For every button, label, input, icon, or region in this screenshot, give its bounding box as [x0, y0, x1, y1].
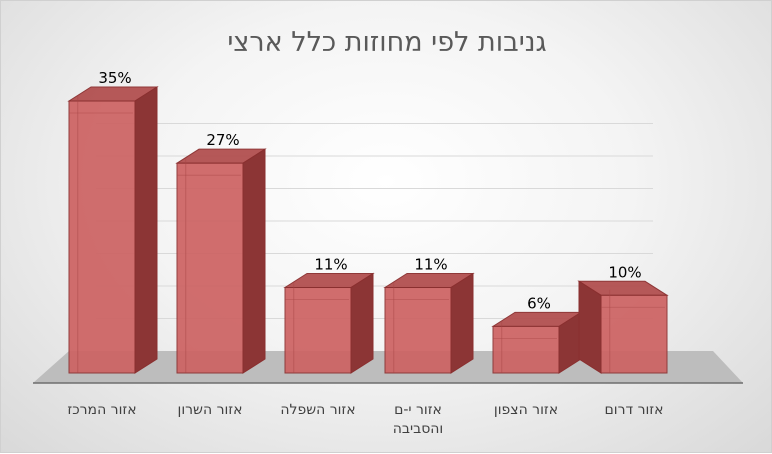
category-label: אזור השרון [178, 402, 243, 418]
category-label-line: אזור י-ם [394, 402, 442, 418]
bar-side-face [242, 148, 266, 374]
bar-side-face [450, 272, 474, 374]
bar-front-face [384, 287, 452, 374]
data-label: 27% [206, 131, 239, 149]
category-label: אזור דרום [604, 402, 663, 418]
data-label: 35% [98, 69, 131, 87]
data-label: 6% [527, 294, 551, 312]
bar [175, 148, 267, 374]
chart-title: גניבות לפי מחוזות כלל ארצי [227, 27, 546, 58]
bars-group [67, 86, 669, 374]
category-label-line: אזור השרון [178, 402, 243, 418]
category-label-line: אזור המרכז [67, 402, 136, 418]
category-label: אזור השפלה [280, 402, 355, 418]
gridlines [96, 123, 653, 319]
category-label-line: אזור השפלה [280, 402, 355, 418]
category-label-line: והסביבה [393, 421, 444, 437]
category-label-line: אזור הצפון [494, 402, 558, 418]
data-label: 10% [608, 263, 641, 281]
category-label: אזור המרכז [67, 402, 136, 418]
bar-front-face [68, 100, 136, 374]
category-label-line: אזור דרום [604, 402, 663, 418]
bar-side-face [134, 86, 158, 374]
bar-front-face [284, 287, 352, 374]
bar-front-face [176, 162, 244, 374]
bar-front-face [600, 294, 668, 374]
data-label: 11% [414, 256, 447, 274]
data-label: 11% [314, 256, 347, 274]
bar-side-face [578, 280, 602, 374]
bar [577, 280, 669, 374]
bar-side-face [350, 272, 374, 374]
labels-group: 35% אזור המרכז 27% אזור השרון 11% אזור השפלה 1… [67, 69, 663, 437]
category-label: אזור הצפון [494, 402, 558, 418]
bar [283, 272, 375, 374]
bar-front-face [492, 325, 560, 374]
bar [383, 272, 475, 374]
bar [67, 86, 159, 374]
bar [491, 311, 583, 374]
category-label: אזור י-ם והסביבה [393, 402, 444, 437]
